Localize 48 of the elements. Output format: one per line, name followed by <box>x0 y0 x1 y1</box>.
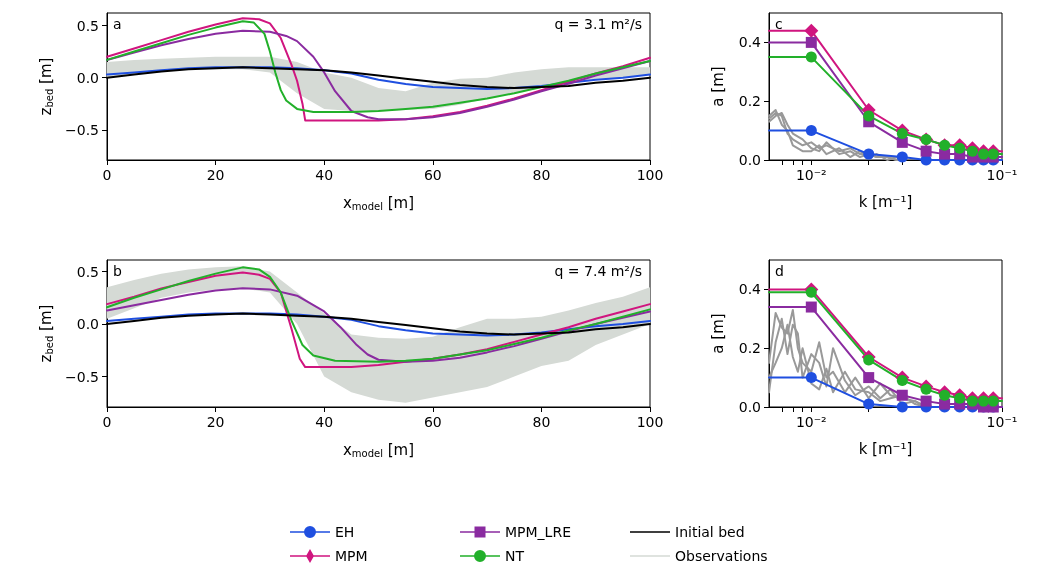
x-tick-label: 20 <box>206 167 225 183</box>
y-tick-label: 0.0 <box>738 399 761 415</box>
legend-label: MPM_LRE <box>505 524 571 540</box>
x-tick-label: 100 <box>636 414 664 430</box>
y-tick-label: 0.4 <box>738 281 762 298</box>
x-tick-label: 10⁻¹ <box>986 414 1018 430</box>
x-tick-label: 0 <box>102 414 112 430</box>
x-tick-label: 40 <box>315 414 334 430</box>
y-tick-label: 0.2 <box>738 340 761 357</box>
x-tick-label: 20 <box>206 414 225 430</box>
annotation: d <box>775 263 784 279</box>
x-tick-label: 60 <box>423 414 442 430</box>
y-tick-label: −0.5 <box>65 121 99 138</box>
y-tick-label: 0.5 <box>76 263 99 280</box>
y-axis-title: a [m] <box>708 66 727 107</box>
annotation: b <box>113 263 122 279</box>
y-tick-label: 0.2 <box>738 93 761 110</box>
x-axis-title: xmodel [m] <box>342 440 415 459</box>
x-tick-label: 0 <box>102 167 112 183</box>
legend-label: EH <box>335 524 355 540</box>
y-tick-label: 0.0 <box>738 152 761 168</box>
y-tick-label: 0.0 <box>76 316 99 333</box>
x-tick-label: 80 <box>532 414 551 430</box>
x-tick-label: 10⁻¹ <box>986 167 1018 183</box>
legend-label: NT <box>505 548 525 564</box>
x-axis-title: k [m⁻¹] <box>858 439 913 458</box>
x-axis-title: k [m⁻¹] <box>858 192 913 211</box>
legend-label: Initial bed <box>675 524 745 540</box>
y-axis-title: zbed [m] <box>36 57 55 116</box>
annotation: q = 7.4 m²/s <box>554 263 642 279</box>
y-tick-label: 0.5 <box>76 17 99 34</box>
y-axis-title: a [m] <box>708 313 727 354</box>
x-tick-label: 80 <box>532 167 551 183</box>
y-axis-title: zbed [m] <box>36 304 55 363</box>
annotation: a <box>113 16 122 32</box>
x-tick-label: 10⁻² <box>795 167 827 183</box>
x-axis-title: xmodel [m] <box>342 193 415 212</box>
legend-label: Observations <box>675 548 768 564</box>
x-tick-label: 10⁻² <box>795 414 827 430</box>
y-tick-label: 0.0 <box>76 69 99 86</box>
x-tick-label: 40 <box>315 167 334 183</box>
x-tick-label: 100 <box>636 167 664 183</box>
x-tick-label: 60 <box>423 167 442 183</box>
y-tick-label: 0.4 <box>738 34 762 51</box>
annotation: c <box>775 16 783 32</box>
legend-label: MPM <box>335 548 368 564</box>
annotation: q = 3.1 m²/s <box>554 16 642 32</box>
y-tick-label: −0.5 <box>65 368 99 385</box>
